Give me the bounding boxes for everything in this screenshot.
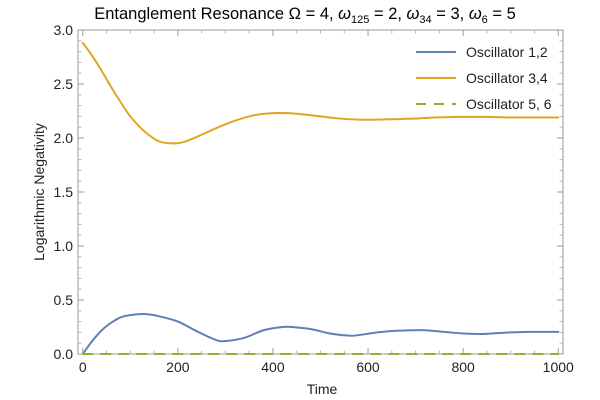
title-w6-value: = 5: [488, 5, 516, 23]
title-w125-symbol: ω: [338, 5, 351, 23]
y-tick-label: 2.5: [54, 76, 74, 92]
x-axis-ticks: 0 200 400 600 800 1000: [79, 30, 574, 375]
legend-label-1: Oscillator 1,2: [466, 44, 548, 60]
series-line-2: [81, 41, 560, 145]
y-tick-label: 1.0: [54, 238, 74, 254]
y-tick-label: 0.0: [54, 346, 74, 362]
title-prefix: Entanglement Resonance: [94, 5, 288, 23]
title-omega-symbol: Ω: [289, 5, 301, 23]
x-axis-label: Time: [307, 381, 338, 397]
y-axis-label: Logarithmic Negativity: [31, 123, 47, 261]
series-line-1: [81, 313, 560, 355]
x-tick-label: 0: [79, 359, 87, 375]
legend-label-2: Oscillator 3,4: [466, 70, 548, 86]
x-tick-label: 200: [166, 359, 190, 375]
x-tick-label: 1000: [543, 359, 574, 375]
title-w6-subscript: 6: [482, 14, 488, 26]
title-omega-value: = 4,: [301, 5, 338, 23]
title-w125-subscript: 125: [351, 14, 369, 26]
series-layer: [81, 41, 560, 356]
x-tick-label: 800: [451, 359, 475, 375]
y-tick-label: 0.5: [54, 292, 74, 308]
title-w34-symbol: ω: [407, 5, 420, 23]
x-tick-label: 400: [261, 359, 285, 375]
y-tick-label: 3.0: [54, 22, 74, 38]
legend-label-3: Oscillator 5, 6: [466, 96, 552, 112]
y-axis-ticks: 0.0 0.5 1.0 1.5 2.0 2.5 3.0: [54, 22, 563, 362]
y-tick-label: 1.5: [54, 184, 74, 200]
chart-title: Entanglement Resonance Ω = 4, ω125 = 2, …: [94, 5, 516, 26]
x-tick-label: 600: [356, 359, 380, 375]
title-w34-subscript: 34: [419, 14, 431, 26]
title-w125-value: = 2,: [369, 5, 406, 23]
title-w34-value: = 3,: [432, 5, 469, 23]
legend: Oscillator 1,2 Oscillator 3,4 Oscillator 5…: [416, 44, 552, 112]
y-tick-label: 2.0: [54, 130, 74, 146]
title-w6-symbol: ω: [469, 5, 482, 23]
